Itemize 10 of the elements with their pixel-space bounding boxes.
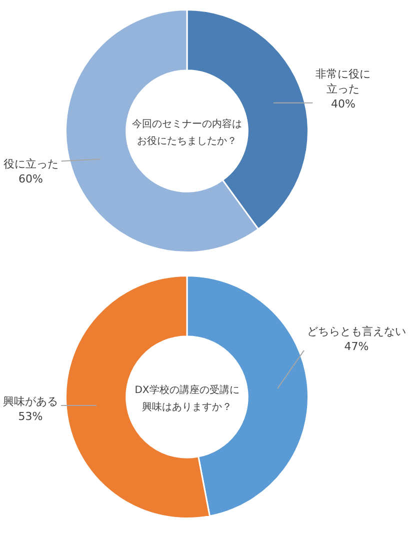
slice-label: 興味がある [3,394,58,408]
slice-label: 役に立った [3,158,58,171]
text: DX学校の講座の受講に興味はありますか？ [134,384,240,414]
data-label: 53% [18,410,43,423]
data-label: 47% [344,340,369,353]
text: 今回のセミナーの内容はお役にたちましたか？ [132,118,242,148]
data-label: 40% [331,98,356,111]
slice-label: 非常に役に立った [316,68,371,96]
data-label: 60% [18,172,43,186]
slice-label: どちらとも言えない [307,324,406,338]
